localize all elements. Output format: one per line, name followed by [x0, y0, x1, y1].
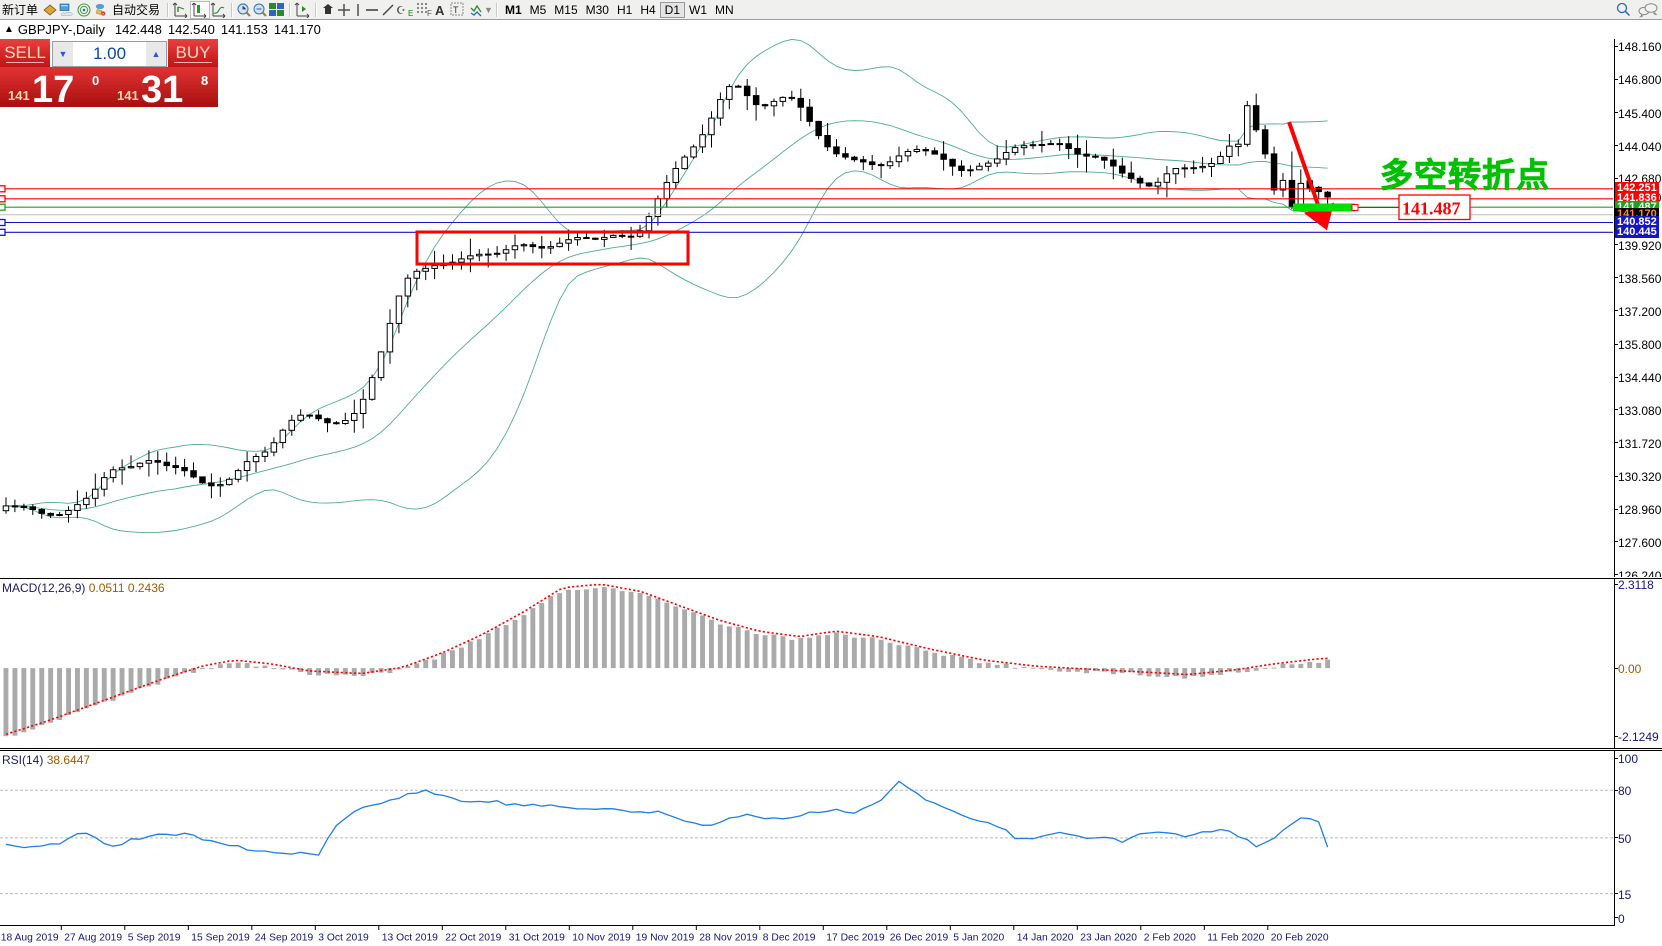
svg-text:5 Sep 2019: 5 Sep 2019 [128, 933, 181, 944]
svg-text:23 Jan 2020: 23 Jan 2020 [1080, 933, 1137, 944]
svg-text:11 Feb 2020: 11 Feb 2020 [1207, 933, 1264, 944]
svg-text:☪: ☪ [396, 5, 406, 17]
svg-text:E: E [408, 9, 413, 18]
svg-text:5 Jan 2020: 5 Jan 2020 [953, 933, 1004, 944]
svg-text:20 Feb 2020: 20 Feb 2020 [1271, 933, 1329, 944]
svg-text:A: A [435, 3, 445, 18]
svg-text:2 Feb 2020: 2 Feb 2020 [1144, 933, 1196, 944]
svg-text:22 Oct 2019: 22 Oct 2019 [445, 933, 501, 944]
svg-text:3 Oct 2019: 3 Oct 2019 [318, 933, 369, 944]
svg-text:14 Jan 2020: 14 Jan 2020 [1017, 933, 1074, 944]
svg-text:141.487: 141.487 [1402, 199, 1461, 219]
svg-text:10 Nov 2019: 10 Nov 2019 [572, 933, 631, 944]
svg-text:15 Sep 2019: 15 Sep 2019 [191, 933, 250, 944]
svg-text:17 Dec 2019: 17 Dec 2019 [826, 933, 885, 944]
svg-text:T: T [453, 5, 459, 15]
svg-text:24 Sep 2019: 24 Sep 2019 [255, 933, 314, 944]
svg-text:31 Oct 2019: 31 Oct 2019 [509, 933, 565, 944]
svg-text:F: F [427, 9, 432, 18]
svg-text:26 Dec 2019: 26 Dec 2019 [890, 933, 949, 944]
svg-text:19 Nov 2019: 19 Nov 2019 [636, 933, 695, 944]
svg-text:8 Dec 2019: 8 Dec 2019 [763, 933, 816, 944]
svg-text:多空转折点: 多空转折点 [1380, 157, 1550, 194]
svg-text:28 Nov 2019: 28 Nov 2019 [699, 933, 758, 944]
svg-text:18 Aug 2019: 18 Aug 2019 [1, 933, 59, 944]
svg-text:13 Oct 2019: 13 Oct 2019 [382, 933, 438, 944]
svg-text:27 Aug 2019: 27 Aug 2019 [64, 933, 122, 944]
